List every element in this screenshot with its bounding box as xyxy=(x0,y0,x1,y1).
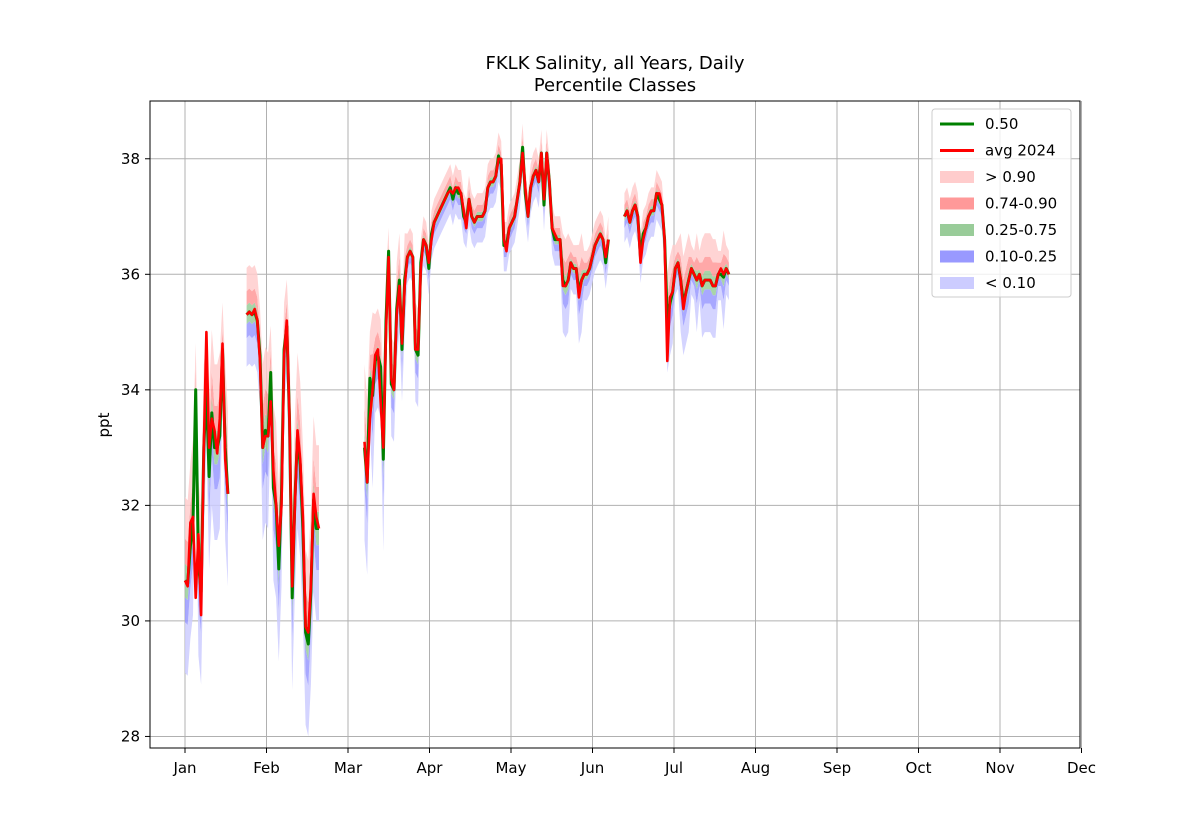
x-tick-label: Dec xyxy=(1067,759,1096,777)
y-tick-label: 34 xyxy=(121,381,140,399)
y-tick-label: 32 xyxy=(121,496,140,514)
x-tick-label: Aug xyxy=(741,759,770,777)
chart-title-line-1: FKLK Salinity, all Years, Daily xyxy=(486,53,745,74)
avg-2024-line xyxy=(245,307,321,634)
band-25-75 xyxy=(624,188,729,330)
legend-swatch-patch xyxy=(940,197,974,210)
x-tick-label: Jun xyxy=(580,759,604,777)
x-tick-label: Oct xyxy=(906,759,932,777)
band-gt90 xyxy=(624,170,729,298)
x-tick-label: Feb xyxy=(253,759,280,777)
legend-label: > 0.90 xyxy=(985,168,1036,186)
y-tick-label: 38 xyxy=(121,150,140,168)
y-axis-ticks: 28 30 32 34 36 38 xyxy=(121,150,150,745)
legend-label: avg 2024 xyxy=(985,142,1056,160)
band-10-25 xyxy=(624,198,729,344)
band-lt10 xyxy=(624,205,729,373)
legend-swatch-patch xyxy=(940,250,974,263)
x-tick-label: Jul xyxy=(664,759,683,777)
y-tick-label: 30 xyxy=(121,612,140,630)
legend-swatch-patch xyxy=(940,277,974,289)
chart-title-line-2: Percentile Classes xyxy=(534,75,696,96)
x-axis-ticks: Jan Feb Mar Apr May Jun Jul Aug Sep Oct Nov Dec xyxy=(172,748,1096,777)
band-74-90 xyxy=(624,181,729,312)
y-tick-label: 36 xyxy=(121,265,140,283)
chart-legend: 0.50 avg 2024 > 0.90 0.74-0.90 0.25-0.75 0.10… xyxy=(931,108,1072,298)
x-tick-label: Mar xyxy=(334,759,363,777)
x-tick-label: Sep xyxy=(823,759,851,777)
series-lines xyxy=(183,145,731,646)
avg-2024-line xyxy=(623,192,731,363)
y-axis-label: ppt xyxy=(95,412,113,437)
band-lt10 xyxy=(364,158,609,575)
avg-2024-line xyxy=(363,151,610,484)
legend-label: < 0.10 xyxy=(985,274,1036,292)
legend-label: 0.10-0.25 xyxy=(985,248,1057,266)
plot-frame xyxy=(149,100,1081,749)
x-tick-label: May xyxy=(495,759,526,777)
avg-2024-line xyxy=(183,330,230,617)
legend-swatch-patch xyxy=(940,171,974,183)
band-gt90 xyxy=(185,302,228,551)
legend-label: 0.25-0.75 xyxy=(985,221,1057,239)
x-tick-label: Jan xyxy=(172,759,196,777)
legend-label: 0.50 xyxy=(985,115,1018,133)
x-tick-label: Nov xyxy=(985,759,1014,777)
x-tick-label: Apr xyxy=(417,759,444,777)
legend-label: 0.74-0.90 xyxy=(985,195,1057,213)
legend-swatch-patch xyxy=(940,224,974,236)
legend-frame xyxy=(931,108,1072,298)
y-tick-label: 28 xyxy=(121,727,140,745)
